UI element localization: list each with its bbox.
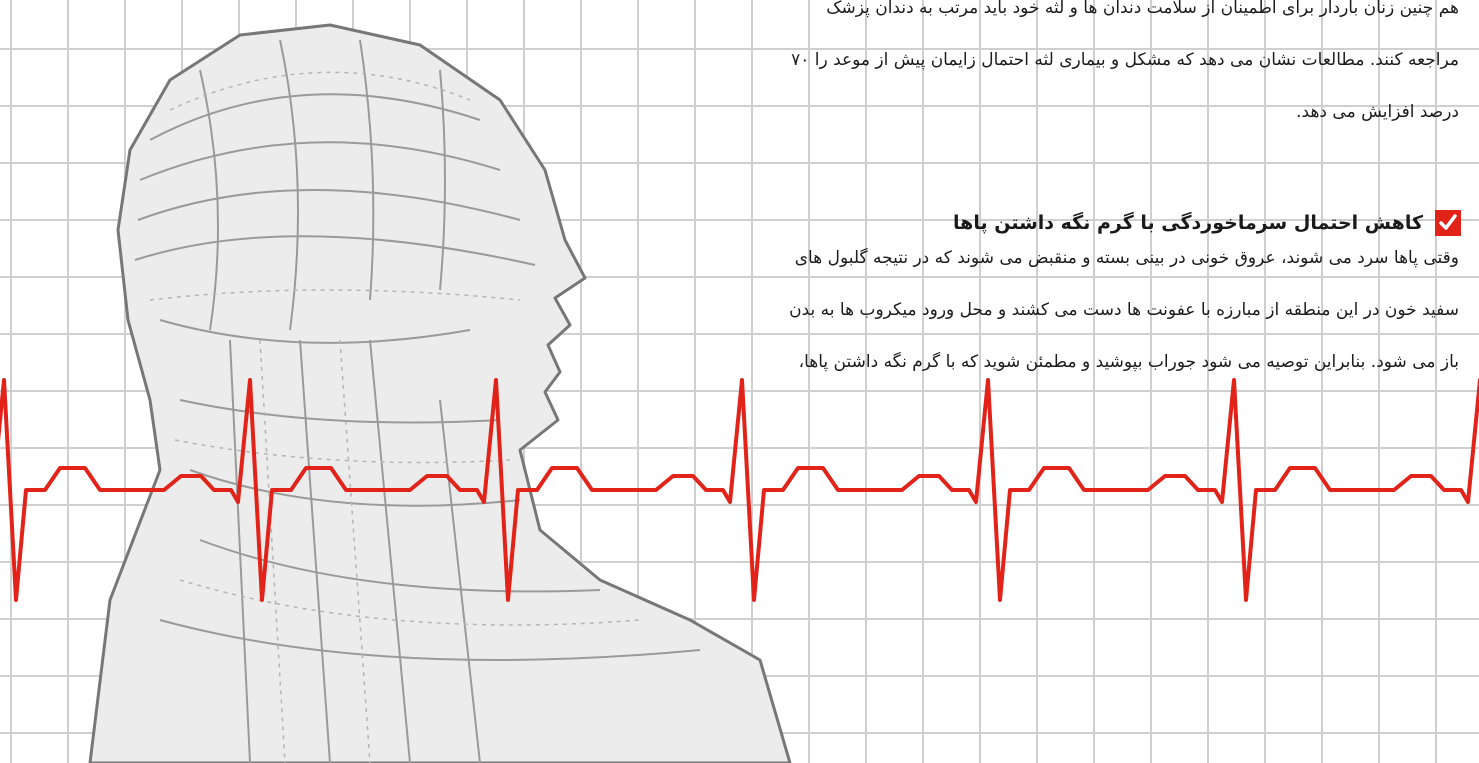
section-paragraph: وقتی پاها سرد می شوند، عروق خونی در بینی… xyxy=(789,232,1459,388)
section-heading: کاهش احتمال سرماخوردگی با گرم نگه داشتن … xyxy=(953,208,1461,238)
intro-paragraph: هم چنین زنان باردار برای اطمینان از سلام… xyxy=(791,0,1459,138)
section-line-2: سفید خون در این منطقه از مبارزه با عفونت… xyxy=(789,300,1459,320)
section-heading-text: کاهش احتمال سرماخوردگی با گرم نگه داشتن … xyxy=(953,212,1423,234)
check-icon xyxy=(1435,210,1461,236)
ecg-trace xyxy=(0,378,1479,602)
section-line-1: وقتی پاها سرد می شوند، عروق خونی در بینی… xyxy=(794,248,1459,268)
intro-line-2: مراجعه کنند. مطالعات نشان می دهد که مشکل… xyxy=(791,50,1459,70)
ecg-heartbeat-line xyxy=(0,378,1479,602)
intro-line-3: درصد افزایش می دهد. xyxy=(1296,102,1459,122)
intro-line-1: هم چنین زنان باردار برای اطمینان از سلام… xyxy=(826,0,1459,18)
section-line-3: باز می شود. بنابراین توصیه می شود جوراب … xyxy=(798,352,1459,372)
